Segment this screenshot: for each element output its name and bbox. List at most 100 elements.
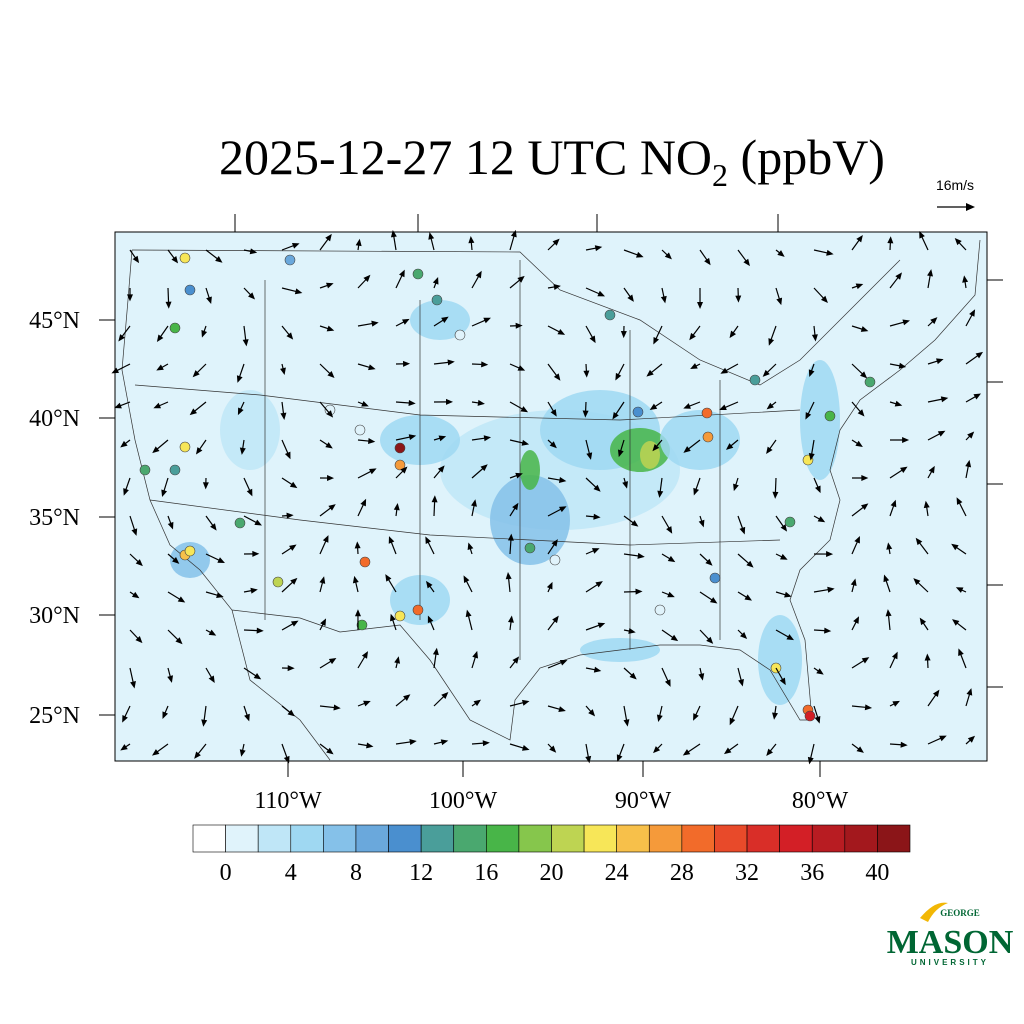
wind-arrow-head xyxy=(290,577,298,585)
wind-arrow-head xyxy=(682,749,691,756)
wind-arrow-head xyxy=(824,627,832,634)
wind-arrow-head xyxy=(192,370,200,378)
wind-arrow-head xyxy=(967,431,975,439)
wind-arrow-head xyxy=(249,248,258,255)
lon-label: 100°W xyxy=(429,788,498,814)
wind-arrow-head xyxy=(327,371,335,379)
wind-arrow-head xyxy=(652,443,660,452)
station xyxy=(139,464,151,476)
wind-arrow-head xyxy=(583,370,590,378)
logo-main: MASON xyxy=(887,924,1014,961)
wind-arrow-head xyxy=(854,535,860,544)
wind-arrow-head xyxy=(201,330,208,338)
title-units: (ppbV) xyxy=(728,129,885,185)
wind-arrow-head xyxy=(743,258,750,267)
station xyxy=(354,424,366,436)
wind-arrow-head xyxy=(966,688,973,696)
wind-arrow-head xyxy=(368,438,376,445)
wind-arrow-head xyxy=(294,288,303,295)
wind-arrow-head xyxy=(156,334,164,342)
wind-arrow-head xyxy=(627,294,634,302)
wind-arrow-head xyxy=(122,715,128,723)
wind-arrow-head xyxy=(354,541,361,549)
wind-arrow-head xyxy=(123,488,129,496)
wind-arrow-head xyxy=(616,754,623,762)
wind-arrow-head xyxy=(653,746,661,754)
wind-arrow-head xyxy=(480,464,488,472)
colorbar-box xyxy=(714,824,748,853)
station xyxy=(284,254,296,266)
wind-arrow-head xyxy=(256,627,264,634)
wind-arrow-head xyxy=(667,555,676,563)
wind-arrow-head xyxy=(657,490,664,498)
lat-label: 45°N xyxy=(29,308,80,334)
station xyxy=(394,442,406,454)
wind-arrow-head xyxy=(333,704,341,711)
wind-arrow-head xyxy=(408,434,417,441)
wind-arrow-head xyxy=(208,675,215,683)
wind-arrow-head xyxy=(666,526,673,534)
lon-label: 90°W xyxy=(615,788,672,814)
wind-arrow-head xyxy=(664,679,671,687)
colorbar-tick-label: 36 xyxy=(800,860,824,886)
colorbar-tick-label: 20 xyxy=(540,860,564,886)
wind-arrow-head xyxy=(667,591,675,598)
wind-arrow-head xyxy=(399,269,405,278)
wind-arrow-head xyxy=(252,550,260,557)
wind-arrow-head xyxy=(664,252,672,260)
wind-arrow-head xyxy=(597,290,606,297)
wind-arrow-head xyxy=(156,364,164,371)
station xyxy=(824,410,836,422)
wind-arrow-head xyxy=(320,618,327,627)
wind-arrow-head xyxy=(361,400,369,407)
wind-arrow-head xyxy=(360,498,367,507)
wind-scale-label: 16m/s xyxy=(936,177,974,193)
station xyxy=(394,459,406,471)
wind-arrow-head xyxy=(704,257,711,266)
wind-arrow-head xyxy=(962,275,969,283)
wind-arrow-head xyxy=(780,553,788,560)
station xyxy=(549,554,561,566)
wind-arrow-head xyxy=(161,489,168,498)
wind-arrow-head xyxy=(973,393,982,400)
wind-arrow-head xyxy=(762,369,770,377)
wind-arrow-head xyxy=(936,358,944,365)
wind-arrow-head xyxy=(393,503,400,511)
wind-arrow-head xyxy=(886,542,893,550)
wind-arrow-head xyxy=(441,692,449,700)
wind-arrow-head xyxy=(653,336,660,345)
colorbar-tick-label: 32 xyxy=(735,860,759,886)
wind-arrow-head xyxy=(363,274,371,282)
colorbar-tick-label: 40 xyxy=(865,860,889,886)
wind-arrow-head xyxy=(593,484,601,492)
wind-arrow-head xyxy=(131,528,138,536)
wind-arrow-head xyxy=(515,322,523,329)
colorbar-box xyxy=(420,824,455,853)
wind-arrow-head xyxy=(483,435,492,442)
colorbar-box xyxy=(648,824,683,853)
wind-arrow-head xyxy=(425,580,433,589)
wind-arrow-head xyxy=(553,373,561,381)
wind-arrow-head xyxy=(521,745,530,751)
wind-arrow-head xyxy=(955,587,964,593)
wind-arrow-head xyxy=(629,672,637,680)
title-subscript: 2 xyxy=(712,157,728,193)
wind-arrow-head xyxy=(120,440,128,448)
wind-arrow-head xyxy=(390,230,397,238)
wind-arrow-head xyxy=(394,656,401,664)
wind-arrow-head xyxy=(325,233,332,242)
wind-arrow-head xyxy=(194,751,201,759)
wind-arrow-head xyxy=(352,575,359,584)
wind-arrow-head xyxy=(409,739,417,745)
wind-arrow-head xyxy=(900,741,908,748)
wind-arrow-head xyxy=(975,351,984,359)
wind-arrow-head xyxy=(697,301,704,309)
wind-arrow-head xyxy=(958,648,964,657)
wind-arrow-head xyxy=(927,269,933,277)
wind-arrow-head xyxy=(739,526,746,535)
wind-arrow-head xyxy=(693,713,699,721)
wind-arrow-head xyxy=(805,412,812,420)
wind-arrow-head xyxy=(546,581,553,590)
wind-arrow-head xyxy=(286,512,294,519)
